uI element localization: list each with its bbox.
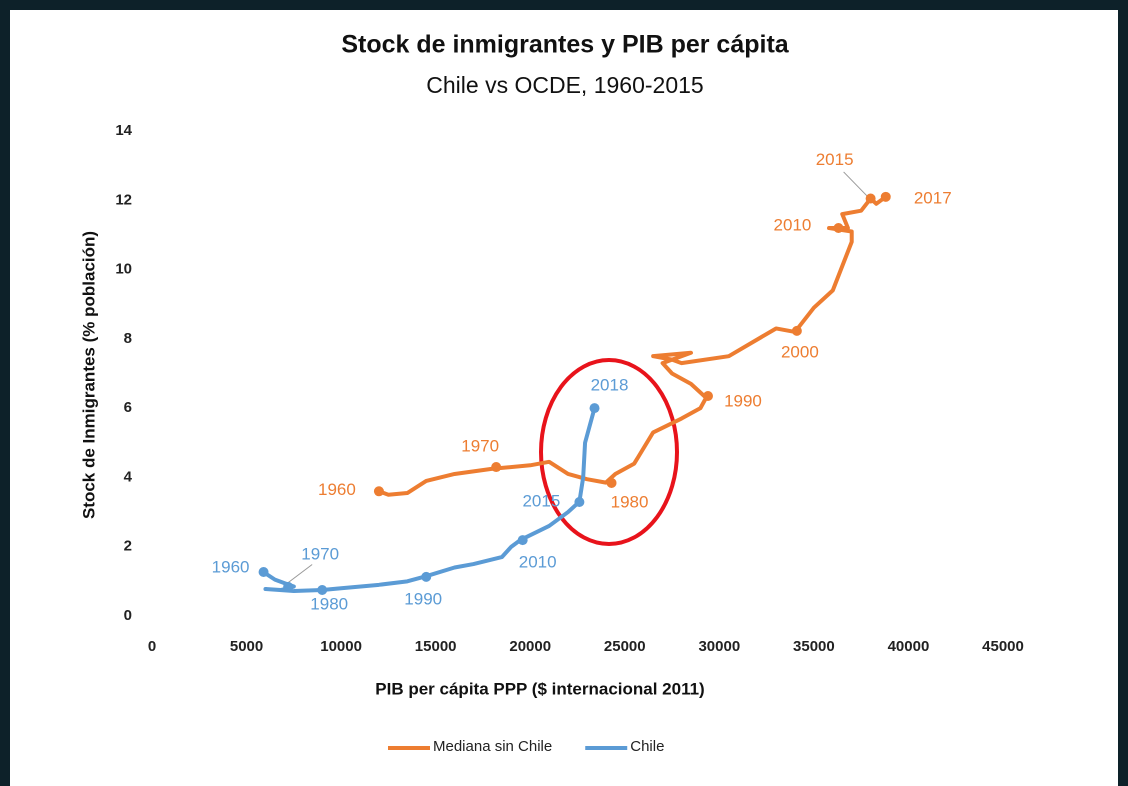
- x-tick-label: 0: [148, 638, 156, 655]
- point-label: 1990: [724, 392, 762, 411]
- point-label: 2017: [914, 188, 952, 207]
- point-label: 1970: [461, 437, 499, 456]
- point-label: 2010: [774, 215, 812, 234]
- point-label: 2015: [522, 492, 560, 511]
- y-axis-label: Stock de Inmigrantes (% población): [79, 231, 98, 519]
- chart-title: Stock de inmigrantes y PIB per cápita: [341, 31, 789, 59]
- point-label: 1980: [611, 492, 649, 511]
- legend-label: Chile: [630, 738, 664, 755]
- chart-subtitle: Chile vs OCDE, 1960-2015: [426, 72, 703, 98]
- point-label: 2015: [816, 150, 854, 169]
- x-tick-label: 10000: [320, 638, 362, 655]
- point: [574, 497, 585, 508]
- point: [791, 325, 802, 336]
- point-label: 1990: [404, 589, 442, 608]
- point: [373, 486, 384, 497]
- x-tick-label: 25000: [604, 638, 646, 655]
- point-label: 1970: [301, 544, 339, 563]
- x-tick-label: 40000: [888, 638, 930, 655]
- y-tick-label: 0: [124, 607, 132, 624]
- panel: [10, 10, 1118, 786]
- x-tick-label: 15000: [415, 638, 457, 655]
- x-tick-label: 30000: [698, 638, 740, 655]
- y-tick-label: 6: [124, 399, 132, 416]
- point: [317, 585, 328, 596]
- point: [702, 391, 713, 402]
- x-axis-label: PIB per cápita PPP ($ internacional 2011…: [375, 679, 704, 698]
- point: [517, 535, 528, 546]
- x-tick-label: 35000: [793, 638, 835, 655]
- point: [589, 403, 600, 414]
- point: [491, 462, 502, 473]
- point-label: 2018: [591, 376, 629, 395]
- point: [421, 571, 432, 582]
- point-label: 1960: [212, 557, 250, 576]
- x-tick-label: 5000: [230, 638, 263, 655]
- y-tick-label: 8: [124, 330, 132, 347]
- x-tick-label: 20000: [509, 638, 551, 655]
- point-label: 2010: [519, 553, 557, 572]
- legend-label: Mediana sin Chile: [433, 738, 552, 755]
- y-tick-label: 12: [115, 191, 132, 208]
- point-label: 1980: [310, 595, 348, 614]
- highlight-circle: [539, 358, 679, 546]
- y-tick-label: 4: [124, 468, 133, 485]
- x-tick-label: 45000: [982, 638, 1024, 655]
- y-tick-label: 10: [115, 261, 132, 278]
- y-tick-label: 2: [124, 538, 132, 555]
- point: [606, 477, 617, 488]
- point: [258, 567, 269, 578]
- point-label: 2000: [781, 342, 819, 361]
- leader-line: [843, 171, 868, 197]
- point: [833, 223, 844, 233]
- point-label: 1960: [318, 480, 356, 499]
- leader-line: [284, 564, 313, 586]
- series-line: [378, 195, 887, 497]
- point: [865, 193, 876, 204]
- point: [283, 581, 294, 592]
- y-tick-label: 14: [115, 122, 132, 139]
- point: [880, 191, 891, 202]
